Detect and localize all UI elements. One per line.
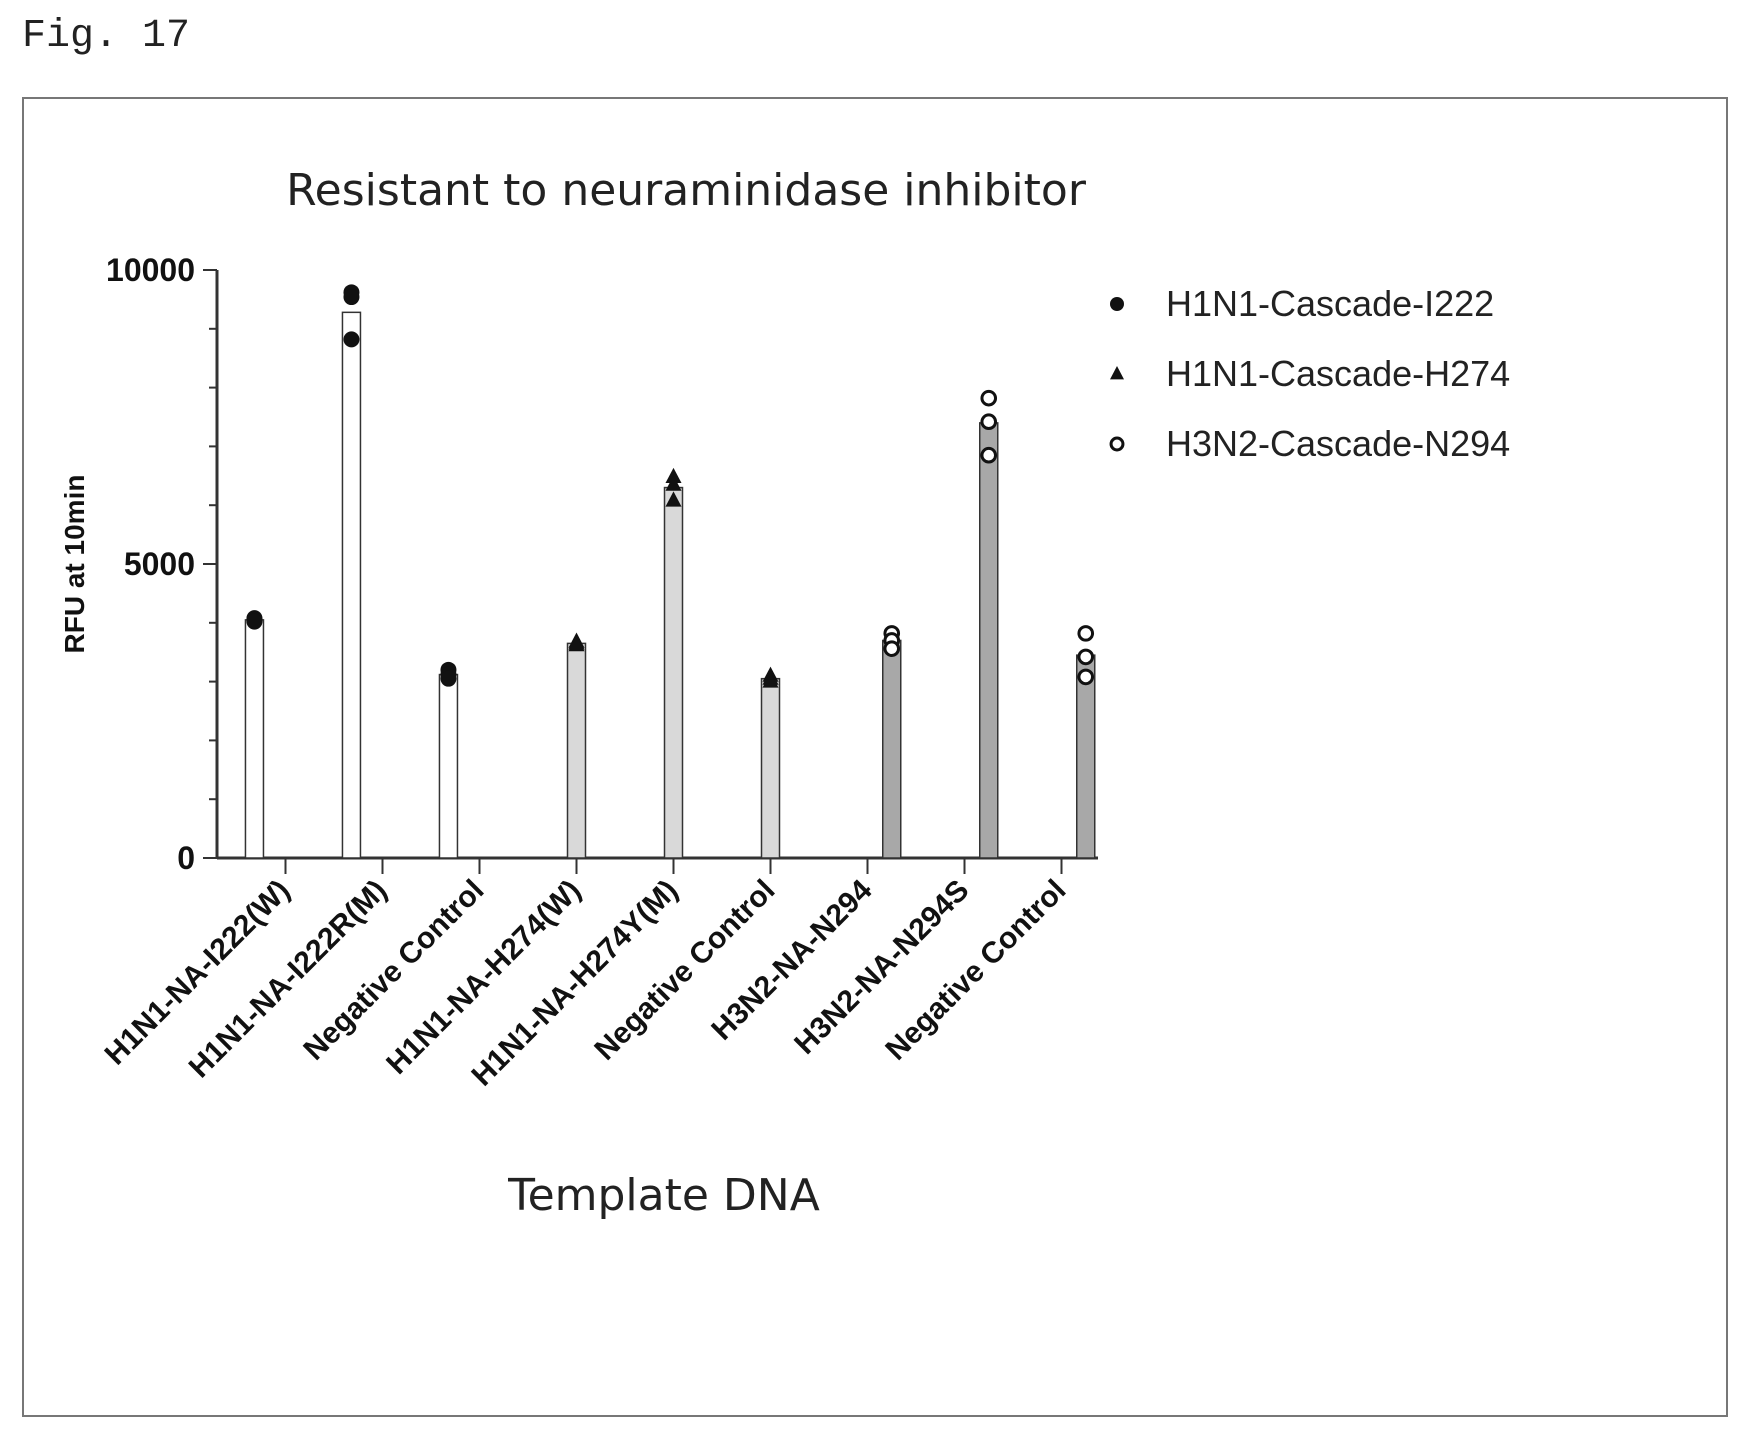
x-axis-label: Template DNA: [507, 1170, 820, 1221]
x-tick-label: H3N2-NA-N294S: [788, 874, 975, 1061]
bars: [244, 311, 1096, 859]
data-point: [568, 636, 585, 652]
bar: [566, 642, 587, 859]
data-point: [980, 446, 998, 464]
y-tick-label: 5000: [124, 546, 195, 582]
x-tick-label: Negative Control: [297, 874, 490, 1067]
data-point: [665, 491, 682, 507]
chart-frame: Resistant to neuraminidase inhibitor RFU…: [22, 97, 1728, 1417]
data-point: [440, 670, 457, 687]
bar: [979, 422, 999, 859]
data-points: [246, 284, 1095, 688]
bar: [438, 673, 459, 859]
data-point: [1077, 625, 1095, 642]
data-point: [246, 613, 263, 630]
data-point: [1110, 297, 1124, 311]
y-tick-label: 0: [177, 840, 195, 876]
data-point: [665, 467, 682, 484]
chart-title: Resistant to neuraminidase inhibitor: [286, 165, 1087, 216]
data-point: [665, 475, 682, 491]
data-point: [1109, 436, 1125, 452]
bar: [1076, 654, 1096, 859]
y-ticks: 0 5000 10000: [106, 252, 217, 876]
data-point: [980, 389, 998, 407]
bar: [760, 677, 781, 859]
legend-label: H3N2-Cascade-N294: [1166, 423, 1510, 464]
data-point: [1077, 648, 1095, 666]
data-point: [343, 331, 360, 348]
figure-label: Fig. 17: [22, 14, 191, 59]
y-tick-label: 10000: [106, 252, 195, 288]
data-point: [980, 413, 998, 431]
x-tick-label: Negative Control: [879, 874, 1072, 1067]
x-tick-label: H1N1-NA-I222(W): [99, 874, 297, 1072]
data-point: [1077, 668, 1095, 686]
legend: H1N1-Cascade-I222 H1N1-Cascade-H274 H3N2-C…: [1109, 283, 1510, 464]
bar-chart: Resistant to neuraminidase inhibitor RFU…: [59, 165, 1510, 1221]
x-tick-label: Negative Control: [588, 874, 781, 1067]
data-point: [343, 289, 360, 306]
bar: [341, 311, 362, 859]
data-point: [762, 672, 779, 688]
bar: [663, 486, 684, 859]
data-point: [883, 640, 901, 657]
legend-label: H1N1-Cascade-I222: [1166, 283, 1494, 324]
data-point: [1110, 366, 1124, 380]
legend-label: H1N1-Cascade-H274: [1166, 353, 1510, 394]
bar: [244, 619, 265, 859]
bar: [882, 639, 902, 859]
y-axis-label: RFU at 10min: [59, 475, 90, 654]
x-ticks: H1N1-NA-I222(W)H1N1-NA-I222R(M)Negative …: [99, 858, 1072, 1093]
